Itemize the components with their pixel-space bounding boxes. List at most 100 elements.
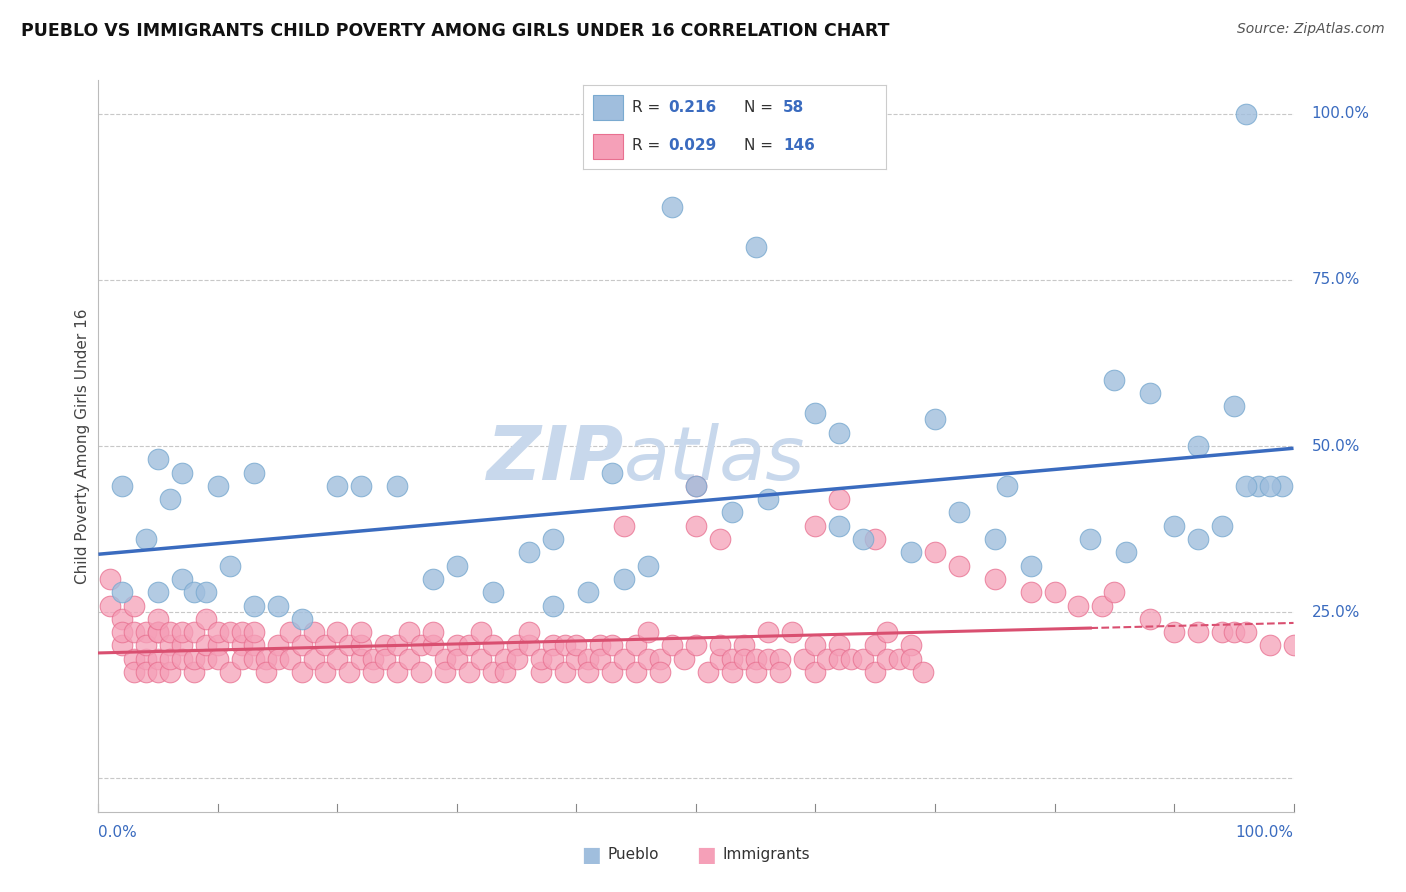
Point [576,585,599,599]
Point [159,665,181,679]
Point [385,639,409,653]
Point [219,558,242,573]
Point [124,652,146,666]
Point [278,625,301,640]
Point [278,652,301,666]
Point [745,652,768,666]
Point [554,639,576,653]
Point [111,585,134,599]
Point [733,639,755,653]
Point [1019,585,1042,599]
Point [385,479,409,493]
Point [242,625,264,640]
Point [1163,625,1185,640]
Point [326,652,349,666]
Point [302,625,325,640]
Point [315,639,337,653]
Point [98,572,122,586]
Y-axis label: Child Poverty Among Girls Under 16: Child Poverty Among Girls Under 16 [75,309,90,583]
Point [398,625,420,640]
Point [1091,599,1114,613]
Point [494,665,516,679]
Point [172,466,194,480]
Point [756,625,779,640]
Text: N =: N = [744,100,778,115]
Point [422,625,444,640]
Point [194,652,217,666]
Point [1211,518,1233,533]
Point [780,625,803,640]
Point [804,518,827,533]
Point [194,585,217,599]
Point [1187,625,1209,640]
Point [148,612,170,626]
Point [565,652,588,666]
Point [135,665,157,679]
Point [661,200,683,214]
Point [363,665,385,679]
Point [148,625,170,640]
Point [219,665,242,679]
Point [637,625,659,640]
Point [589,652,612,666]
Point [1258,479,1281,493]
Point [1246,479,1268,493]
Point [124,599,146,613]
Point [924,412,946,426]
Point [624,665,647,679]
Point [172,639,194,653]
Point [207,639,229,653]
Point [828,518,851,533]
Point [876,652,898,666]
Text: R =: R = [631,138,665,153]
Point [494,652,516,666]
Point [517,625,540,640]
Point [709,532,731,546]
Point [148,652,170,666]
Point [481,585,505,599]
Point [385,665,409,679]
Point [852,532,875,546]
Point [1211,625,1233,640]
Point [613,572,636,586]
Text: 25.0%: 25.0% [1312,605,1360,620]
Point [756,492,779,507]
Point [804,406,827,420]
Point [135,625,157,640]
Point [804,665,827,679]
Point [685,479,707,493]
Point [159,625,181,640]
Point [600,665,623,679]
Point [207,652,229,666]
Point [733,652,755,666]
Point [709,652,731,666]
Point [111,612,134,626]
Point [793,652,815,666]
Point [267,599,290,613]
Point [1080,532,1102,546]
Point [242,652,264,666]
Point [159,639,181,653]
Point [889,652,911,666]
Point [183,652,205,666]
Text: 58: 58 [783,100,804,115]
Point [1139,612,1161,626]
Point [589,639,612,653]
Point [863,665,886,679]
Point [720,506,742,520]
Point [863,532,886,546]
Point [433,665,456,679]
Point [411,665,433,679]
Point [911,665,934,679]
Text: 0.0%: 0.0% [98,825,138,840]
Text: R =: R = [631,100,665,115]
Point [529,652,551,666]
Point [517,639,540,653]
Text: 0.029: 0.029 [668,138,717,153]
Text: 100.0%: 100.0% [1312,106,1369,121]
Point [1234,479,1257,493]
Point [1019,558,1042,573]
Point [135,652,157,666]
Point [565,639,588,653]
Point [1102,585,1125,599]
